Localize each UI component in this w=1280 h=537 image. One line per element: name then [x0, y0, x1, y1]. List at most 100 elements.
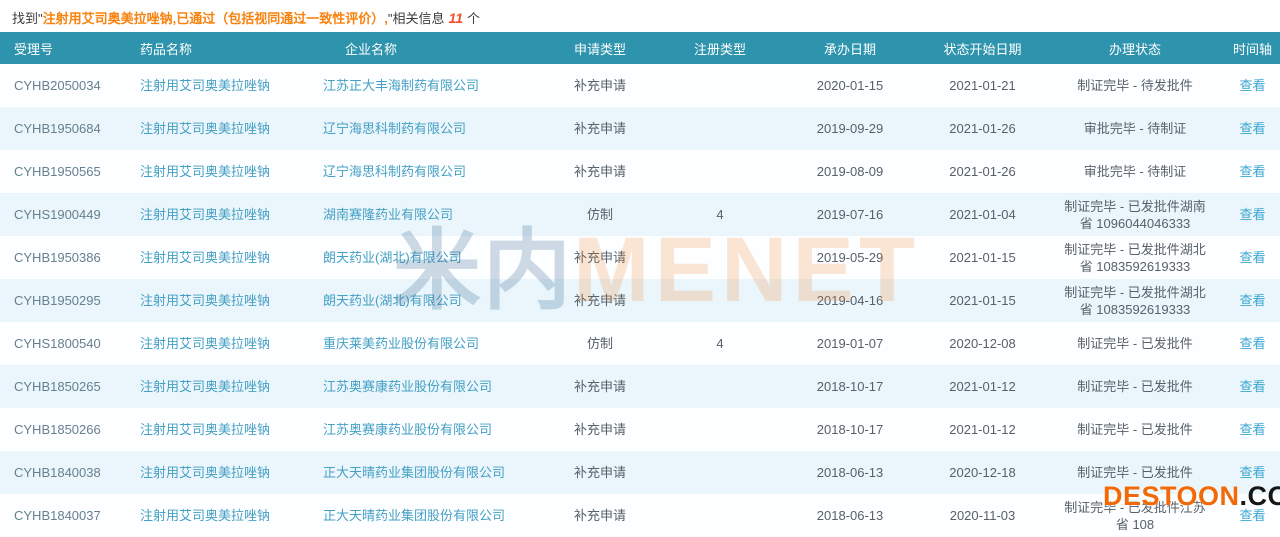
- cell-status_date: 2021-01-15: [949, 250, 1016, 265]
- view-link[interactable]: 查看: [1239, 379, 1266, 394]
- cell-status_date: 2021-01-12: [949, 379, 1016, 394]
- cell-reg_type: [660, 64, 780, 107]
- table-row: CYHS1800540 注射用艾司奥美拉唑钠 重庆莱美药业股份有限公司 仿制 4 2019…: [0, 322, 1280, 365]
- table-row: CYHS1900449 注射用艾司奥美拉唑钠 湖南赛隆药业有限公司 仿制 4 2019-0…: [0, 193, 1280, 236]
- view-link[interactable]: 查看: [1239, 508, 1266, 523]
- cell-status_date: 2021-01-21: [949, 78, 1016, 93]
- drug-name-link[interactable]: 注射用艾司奥美拉唑钠: [140, 78, 271, 93]
- cell-company: 辽宁海思科制药有限公司: [300, 107, 540, 150]
- drug-name-link[interactable]: 注射用艾司奥美拉唑钠: [140, 293, 271, 308]
- cell-action: 查看: [1225, 193, 1280, 236]
- company-link[interactable]: 辽宁海思科制药有限公司: [323, 121, 467, 136]
- table-row: CYHB1850265 注射用艾司奥美拉唑钠 江苏奥赛康药业股份有限公司 补充申请 20…: [0, 365, 1280, 408]
- col-header-accept_date: 承办日期: [780, 32, 920, 64]
- company-link[interactable]: 正大天晴药业集团股份有限公司: [323, 465, 506, 480]
- view-link[interactable]: 查看: [1239, 422, 1266, 437]
- cell-company: 正大天晴药业集团股份有限公司: [300, 451, 540, 494]
- cell-action: 查看: [1225, 408, 1280, 451]
- cell-acceptance_no: CYHB1840037: [14, 508, 101, 523]
- drug-name-link[interactable]: 注射用艾司奥美拉唑钠: [140, 164, 271, 179]
- cell-acceptance_no: CYHS1800540: [14, 336, 101, 351]
- drug-name-link[interactable]: 注射用艾司奥美拉唑钠: [140, 250, 271, 265]
- cell-apply_type: 补充申请: [573, 379, 626, 394]
- view-link[interactable]: 查看: [1239, 121, 1266, 136]
- view-link[interactable]: 查看: [1239, 78, 1266, 93]
- cell-status: 制证完毕 - 已发批件: [1077, 422, 1193, 437]
- drug-name-link[interactable]: 注射用艾司奥美拉唑钠: [140, 465, 271, 480]
- cell-apply_type: 补充申请: [573, 422, 626, 437]
- drug-name-link[interactable]: 注射用艾司奥美拉唑钠: [140, 508, 271, 523]
- drug-name-link[interactable]: 注射用艾司奥美拉唑钠: [140, 379, 271, 394]
- company-link[interactable]: 正大天晴药业集团股份有限公司: [323, 508, 506, 523]
- cell-status_date: 2020-12-18: [949, 465, 1016, 480]
- cell-acceptance_no: CYHS1900449: [14, 207, 101, 222]
- cell-acceptance_no: CYHB1840038: [14, 465, 101, 480]
- view-link[interactable]: 查看: [1239, 465, 1266, 480]
- drug-name-link[interactable]: 注射用艾司奥美拉唑钠: [140, 121, 271, 136]
- cell-status_date: 2020-12-08: [949, 336, 1016, 351]
- table-row: CYHB1950295 注射用艾司奥美拉唑钠 朗天药业(湖北)有限公司 补充申请 201…: [0, 279, 1280, 322]
- company-link[interactable]: 江苏奥赛康药业股份有限公司: [323, 422, 493, 437]
- cell-company: 江苏正大丰海制药有限公司: [300, 64, 540, 107]
- cell-drug_name: 注射用艾司奥美拉唑钠: [130, 150, 300, 193]
- view-link[interactable]: 查看: [1239, 250, 1266, 265]
- company-link[interactable]: 江苏正大丰海制药有限公司: [323, 78, 480, 93]
- cell-action: 查看: [1225, 107, 1280, 150]
- view-link[interactable]: 查看: [1239, 164, 1266, 179]
- cell-company: 朗天药业(湖北)有限公司: [300, 236, 540, 279]
- company-link[interactable]: 朗天药业(湖北)有限公司: [323, 293, 462, 308]
- cell-reg_type: [660, 107, 780, 150]
- col-header-company: 企业名称: [300, 32, 540, 64]
- cell-accept_date: 2020-01-15: [816, 78, 884, 93]
- col-header-acceptance_no: 受理号: [0, 32, 130, 64]
- table-header: 受理号 药品名称 企业名称 申请类型 注册类型 承办日期 状态开始日期 办理状态 时间轴: [0, 32, 1280, 64]
- cell-company: 江苏奥赛康药业股份有限公司: [300, 408, 540, 451]
- cell-status: 审批完毕 - 待制证: [1083, 121, 1187, 136]
- cell-company: 湖南赛隆药业有限公司: [300, 193, 540, 236]
- table-row: CYHB1950565 注射用艾司奥美拉唑钠 辽宁海思科制药有限公司 补充申请 2019…: [0, 150, 1280, 193]
- company-link[interactable]: 重庆莱美药业股份有限公司: [323, 336, 480, 351]
- company-link[interactable]: 朗天药业(湖北)有限公司: [323, 250, 462, 265]
- view-link[interactable]: 查看: [1239, 207, 1266, 222]
- col-header-reg_type: 注册类型: [660, 32, 780, 64]
- view-link[interactable]: 查看: [1239, 293, 1266, 308]
- cell-drug_name: 注射用艾司奥美拉唑钠: [130, 236, 300, 279]
- cell-action: 查看: [1225, 451, 1280, 494]
- col-header-drug_name: 药品名称: [130, 32, 300, 64]
- cell-apply_type: 补充申请: [573, 508, 626, 523]
- cell-acceptance_no: CYHB1950386: [14, 250, 101, 265]
- cell-accept_date: 2019-01-07: [816, 336, 884, 351]
- cell-accept_date: 2018-10-17: [816, 379, 884, 394]
- cell-acceptance_no: CYHB1950684: [14, 121, 101, 136]
- cell-drug_name: 注射用艾司奥美拉唑钠: [130, 193, 300, 236]
- cell-action: 查看: [1225, 365, 1280, 408]
- cell-acceptance_no: CYHB2050034: [14, 78, 101, 93]
- cell-apply_type: 仿制: [586, 207, 613, 222]
- drug-name-link[interactable]: 注射用艾司奥美拉唑钠: [140, 422, 271, 437]
- drug-name-link[interactable]: 注射用艾司奥美拉唑钠: [140, 207, 271, 222]
- cell-drug_name: 注射用艾司奥美拉唑钠: [130, 365, 300, 408]
- cell-acceptance_no: CYHB1850266: [14, 422, 101, 437]
- view-link[interactable]: 查看: [1239, 336, 1266, 351]
- cell-company: 正大天晴药业集团股份有限公司: [300, 494, 540, 537]
- cell-apply_type: 补充申请: [573, 465, 626, 480]
- result-prefix: 找到": [12, 11, 43, 26]
- cell-status: 审批完毕 - 待制证: [1083, 164, 1187, 179]
- cell-status: 制证完毕 - 已发批件: [1077, 465, 1193, 480]
- cell-status: 制证完毕 - 已发批件: [1077, 336, 1193, 351]
- cell-status: 制证完毕 - 已发批件湖北省 1083592619333: [1064, 241, 1206, 274]
- table-row: CYHB2050034 注射用艾司奥美拉唑钠 江苏正大丰海制药有限公司 补充申请 202…: [0, 64, 1280, 107]
- cell-action: 查看: [1225, 150, 1280, 193]
- cell-company: 重庆莱美药业股份有限公司: [300, 322, 540, 365]
- company-link[interactable]: 辽宁海思科制药有限公司: [323, 164, 467, 179]
- cell-accept_date: 2019-08-09: [816, 164, 884, 179]
- cell-accept_date: 2019-05-29: [816, 250, 884, 265]
- query-text: 注射用艾司奥美拉唑钠,已通过（包括视同通过一致性评价）,: [42, 11, 388, 26]
- drug-name-link[interactable]: 注射用艾司奥美拉唑钠: [140, 336, 271, 351]
- company-link[interactable]: 江苏奥赛康药业股份有限公司: [323, 379, 493, 394]
- cell-drug_name: 注射用艾司奥美拉唑钠: [130, 322, 300, 365]
- cell-status: 制证完毕 - 已发批件: [1077, 379, 1193, 394]
- cell-status: 制证完毕 - 已发批件湖北省 1083592619333: [1064, 284, 1206, 317]
- search-result-summary: 找到"注射用艾司奥美拉唑钠,已通过（包括视同通过一致性评价）,"相关信息 11 个: [0, 0, 1280, 32]
- company-link[interactable]: 湖南赛隆药业有限公司: [323, 207, 454, 222]
